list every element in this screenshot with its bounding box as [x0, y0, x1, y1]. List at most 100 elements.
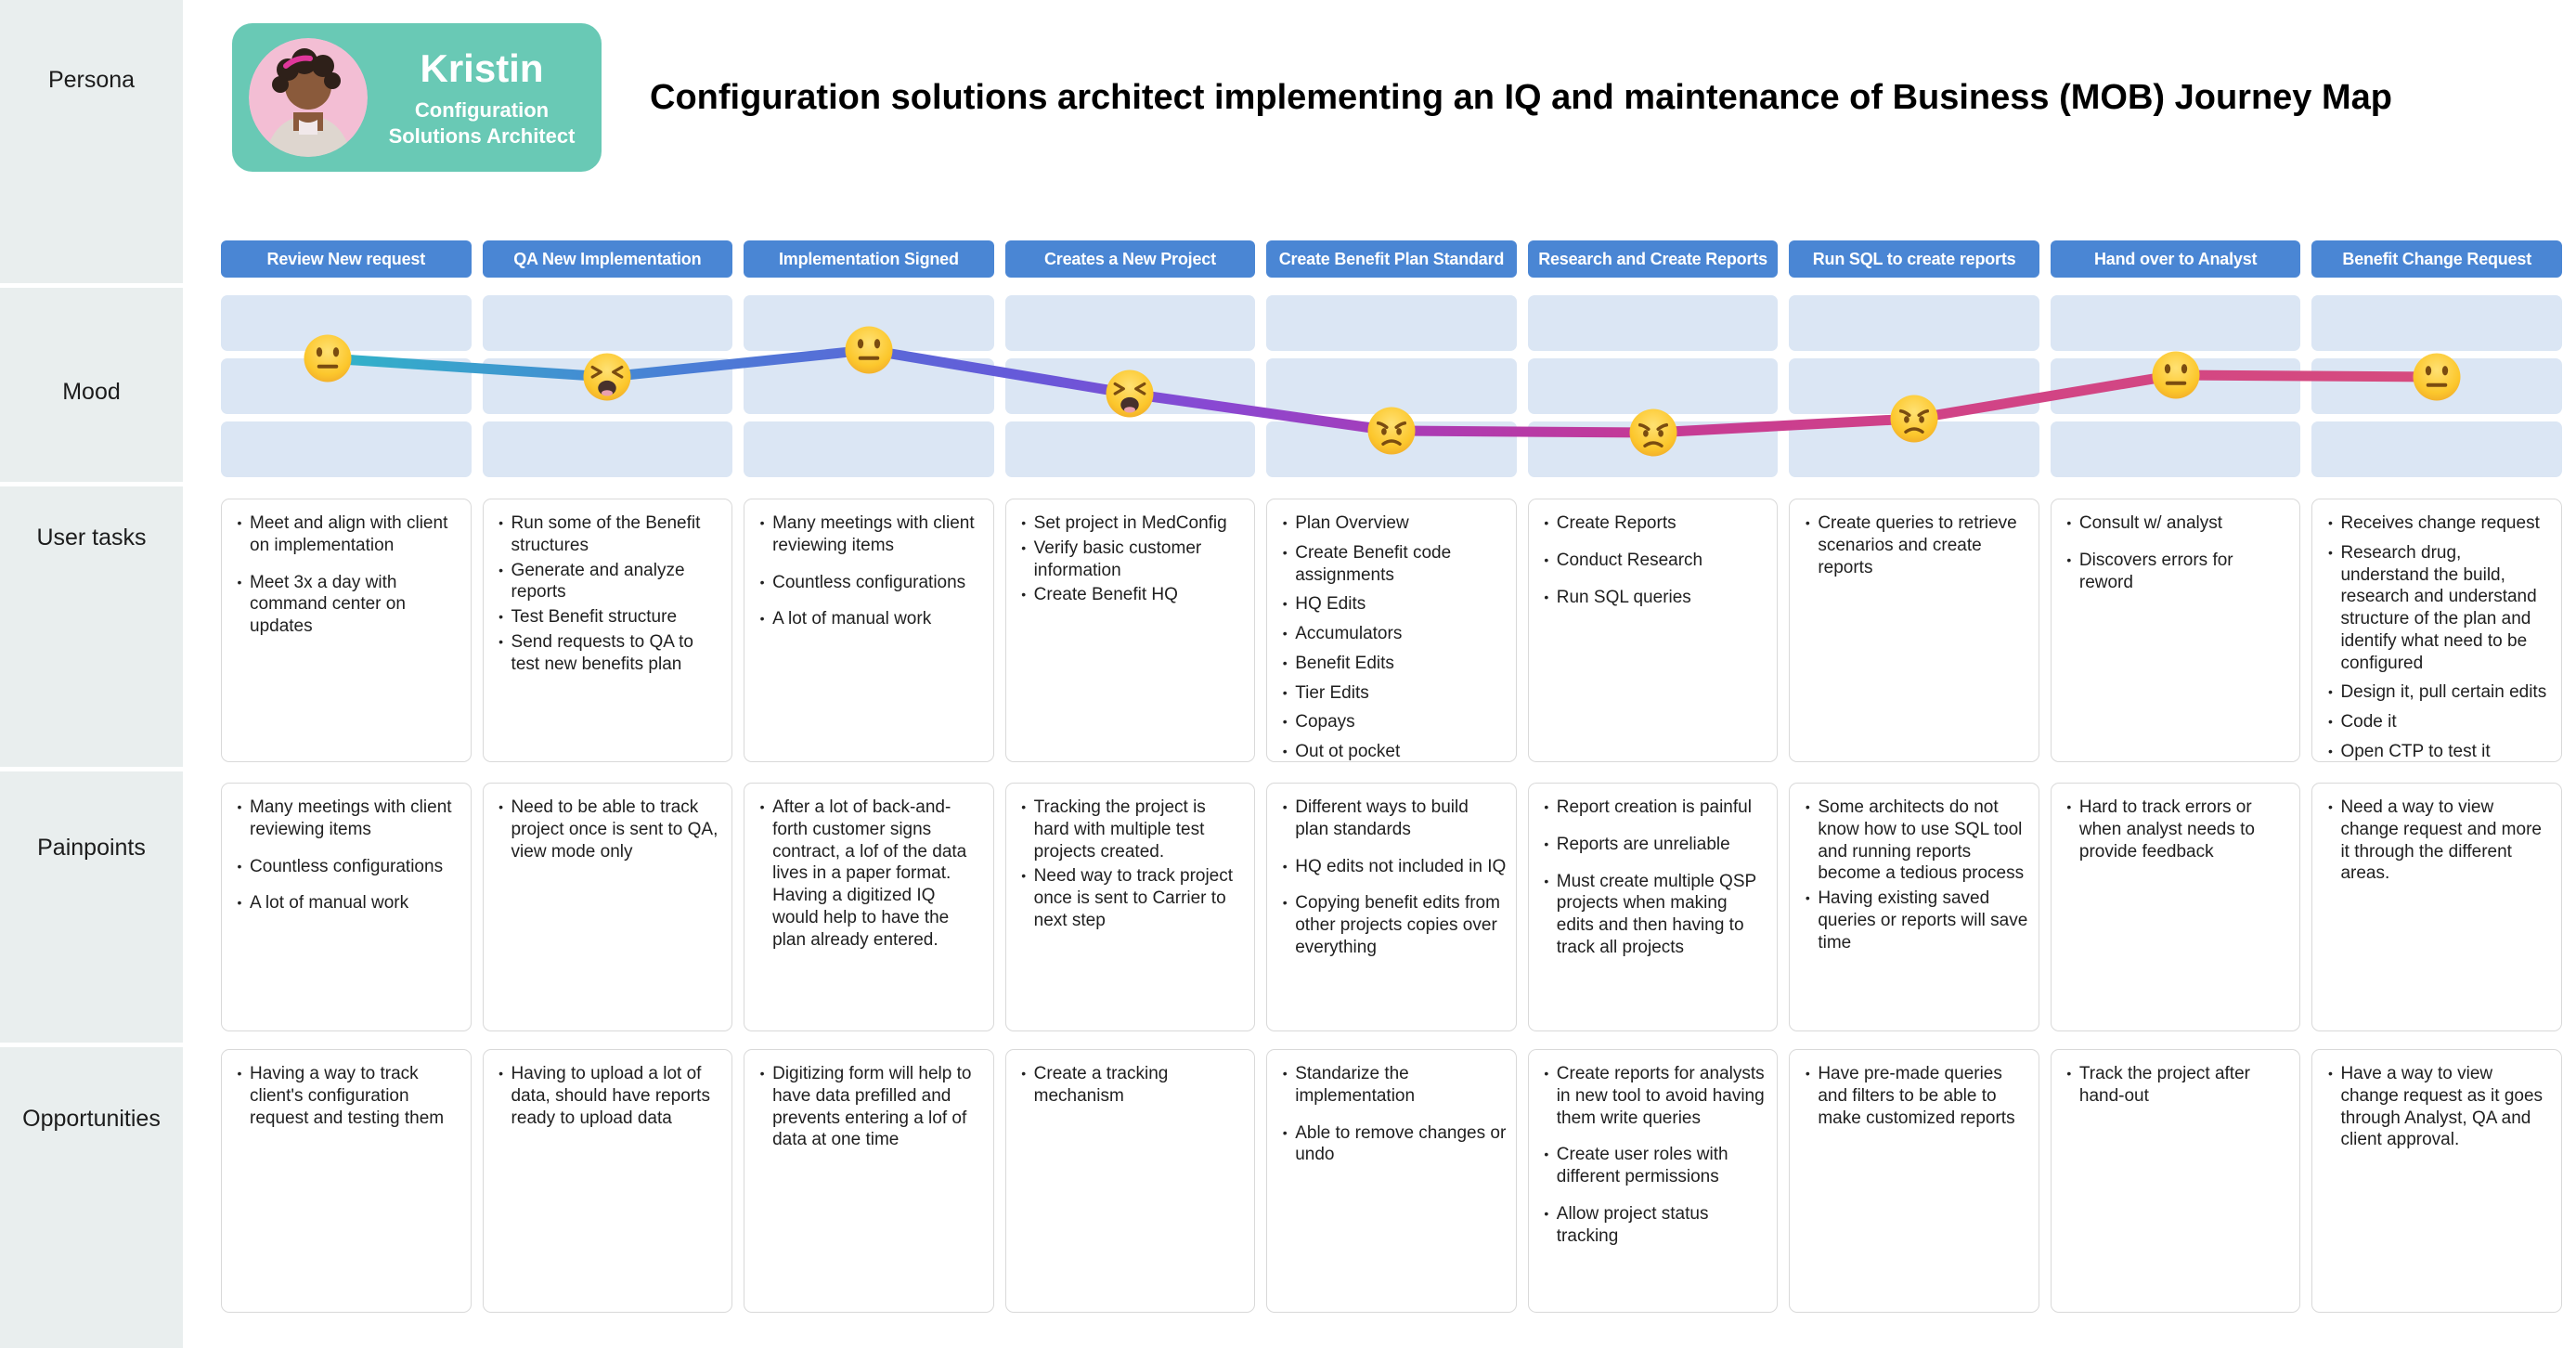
bullet-list: • Many meetings with client reviewing ite…	[752, 512, 984, 630]
painpoints-card[interactable]: • Tracking the project is hard with multi…	[1004, 783, 1256, 1031]
bullet-dot: •	[1544, 873, 1549, 888]
bullet-text: Countless configurations	[250, 856, 444, 876]
bullet-dot: •	[1544, 1205, 1549, 1221]
neutral-face-emoji[interactable]	[844, 321, 894, 379]
bullet-text: Verify basic customer information	[1033, 538, 1202, 580]
painpoints-card[interactable]: • Need to be able to track project once i…	[482, 783, 733, 1031]
painpoints-card[interactable]: • Many meetings with client reviewing ite…	[221, 783, 472, 1031]
neutral-face-emoji[interactable]	[303, 330, 353, 387]
bullet-item: • Open CTP to test it	[2320, 741, 2552, 761]
bullet-text: Run SQL queries	[1556, 587, 1691, 607]
bullet-text: Set project in MedConfig	[1033, 513, 1227, 533]
opportunities-card[interactable]: • Digitizing form will help to have data …	[744, 1049, 994, 1313]
stage-header[interactable]: Run SQL to create reports	[1789, 240, 2039, 278]
opportunities-card[interactable]: • Having a way to track client's configur…	[221, 1049, 472, 1313]
bullet-dot: •	[1021, 1066, 1027, 1081]
row-label-opportunities: Opportunities	[22, 1106, 161, 1132]
angry-face-emoji[interactable]	[1889, 390, 1939, 447]
bullet-text: After a lot of back-and-forth customer s…	[772, 797, 967, 950]
bullet-item: • Standarize the implementation	[1275, 1063, 1507, 1108]
user-tasks-card[interactable]: • Consult w/ analyst • Discovers errors for…	[2050, 499, 2301, 762]
bullet-dot: •	[1282, 895, 1288, 911]
bullet-text: Reports are unreliable	[1556, 834, 1730, 854]
stage-header[interactable]: Implementation Signed	[744, 240, 994, 278]
bullet-list: • After a lot of back-and-forth customer …	[752, 797, 984, 951]
bullet-text: Having a way to track client's configura…	[250, 1064, 445, 1128]
mood-cell	[221, 421, 472, 477]
bullet-text: Standarize the implementation	[1295, 1064, 1416, 1106]
opportunities-card[interactable]: • Have a way to view change request as it…	[2311, 1049, 2562, 1313]
neutral-face-emoji[interactable]	[2412, 348, 2462, 406]
bullet-text: Copays	[1295, 712, 1355, 732]
bullet-list: • Report creation is painful • Reports are …	[1536, 797, 1768, 959]
bullet-list: • Meet and align with client on implement…	[229, 512, 461, 638]
bullet-list: • Receives change request • Research drug, …	[2320, 512, 2552, 761]
bullet-dot: •	[2327, 684, 2333, 700]
bullet-list: • Create Reports • Conduct Research • Run SQL…	[1536, 512, 1768, 608]
neutral-face-emoji[interactable]	[2151, 346, 2201, 404]
angry-face-emoji[interactable]	[1366, 402, 1417, 460]
opportunities-card[interactable]: • Have pre-made queries and filters to be…	[1789, 1049, 2039, 1313]
painpoints-card[interactable]: • Different ways to build plan standards •…	[1266, 783, 1517, 1031]
persona-row: Kristin Configuration Solutions Architec…	[232, 23, 2392, 172]
user-tasks-card[interactable]: • Create queries to retrieve scenarios an…	[1789, 499, 2039, 762]
user-tasks-card[interactable]: • Set project in MedConfig • Verify basic c…	[1004, 499, 1256, 762]
bullet-dot: •	[498, 1066, 503, 1081]
bullet-dot: •	[1282, 744, 1288, 758]
tired-face-emoji[interactable]	[1105, 365, 1155, 422]
user-tasks-card[interactable]: • Meet and align with client on implement…	[221, 499, 472, 762]
bullet-text: Consult w/ analyst	[2078, 513, 2223, 533]
bullet-text: Meet 3x a day with command center on upd…	[250, 572, 406, 637]
opportunities-card[interactable]: • Having to upload a lot of data, should …	[482, 1049, 733, 1313]
sidebar-section-opportunities: Opportunities	[0, 1047, 183, 1348]
user-tasks-card[interactable]: • Many meetings with client reviewing ite…	[744, 499, 994, 762]
stage-header[interactable]: Benefit Change Request	[2311, 240, 2562, 278]
opportunities-card[interactable]: • Track the project after hand-out	[2050, 1049, 2301, 1313]
bullet-list: • Many meetings with client reviewing ite…	[229, 797, 461, 914]
persona-card[interactable]: Kristin Configuration Solutions Architec…	[232, 23, 602, 172]
painpoints-card[interactable]: • Report creation is painful • Reports are …	[1527, 783, 1779, 1031]
stage-header[interactable]: Hand over to Analyst	[2050, 240, 2301, 278]
bullet-dot: •	[1282, 626, 1288, 641]
opportunities-card[interactable]: • Standarize the implementation • Able to r…	[1266, 1049, 1517, 1313]
bullet-item: • Meet and align with client on implement…	[229, 512, 461, 557]
stage-header[interactable]: Review New request	[221, 240, 472, 278]
user-tasks-card[interactable]: • Run some of the Benefit structures • Gene…	[482, 499, 733, 762]
bullet-text: Create reports for analysts in new tool …	[1556, 1064, 1765, 1128]
bullet-text: Conduct Research	[1556, 550, 1703, 570]
user-tasks-card[interactable]: • Receives change request • Research drug, …	[2311, 499, 2562, 762]
mood-cell	[744, 421, 994, 477]
stage-header[interactable]: QA New Implementation	[482, 240, 733, 278]
persona-text: Kristin Configuration Solutions Architec…	[368, 46, 602, 149]
painpoints-card[interactable]: • Some architects do not know how to use …	[1789, 783, 2039, 1031]
painpoints-card[interactable]: • Hard to track errors or when analyst ne…	[2050, 783, 2301, 1031]
bullet-item: • Copying benefit edits from other projec…	[1275, 892, 1507, 958]
mood-cell	[482, 295, 733, 351]
bullet-text: HQ Edits	[1295, 594, 1366, 615]
bullet-item: • HQ Edits	[1275, 593, 1507, 616]
stage-header[interactable]: Creates a New Project	[1004, 240, 1256, 278]
user-tasks-card[interactable]: • Plan Overview • Create Benefit code assig…	[1266, 499, 1517, 762]
bullet-dot: •	[1544, 515, 1549, 530]
painpoints-card[interactable]: • Need a way to view change request and m…	[2311, 783, 2562, 1031]
bullet-item: • A lot of manual work	[229, 892, 461, 914]
bullet-dot: •	[2066, 1066, 2072, 1081]
bullet-dot: •	[1282, 799, 1288, 814]
bullet-item: • Create user roles with different permis…	[1536, 1144, 1768, 1188]
bullet-text: Research drug, understand the build, res…	[2340, 542, 2537, 673]
bullet-text: Countless configurations	[772, 572, 966, 592]
bullet-dot: •	[237, 895, 242, 911]
opportunities-card[interactable]: • Create a tracking mechanism	[1004, 1049, 1256, 1313]
stage-header[interactable]: Research and Create Reports	[1527, 240, 1779, 278]
bullet-item: • Create Benefit HQ	[1014, 584, 1246, 606]
user-tasks-card[interactable]: • Create Reports • Conduct Research • Run SQL…	[1527, 499, 1779, 762]
page-title: Configuration solutions architect implem…	[650, 77, 2392, 117]
bullet-dot: •	[2066, 551, 2072, 567]
tired-face-emoji[interactable]	[582, 348, 632, 406]
stage-header[interactable]: Create Benefit Plan Standard	[1266, 240, 1517, 278]
painpoints-card[interactable]: • After a lot of back-and-forth customer …	[744, 783, 994, 1031]
angry-face-emoji[interactable]	[1628, 404, 1678, 461]
opportunities-card[interactable]: • Create reports for analysts in new tool…	[1527, 1049, 1779, 1313]
bullet-list: • Have a way to view change request as it…	[2320, 1063, 2552, 1151]
